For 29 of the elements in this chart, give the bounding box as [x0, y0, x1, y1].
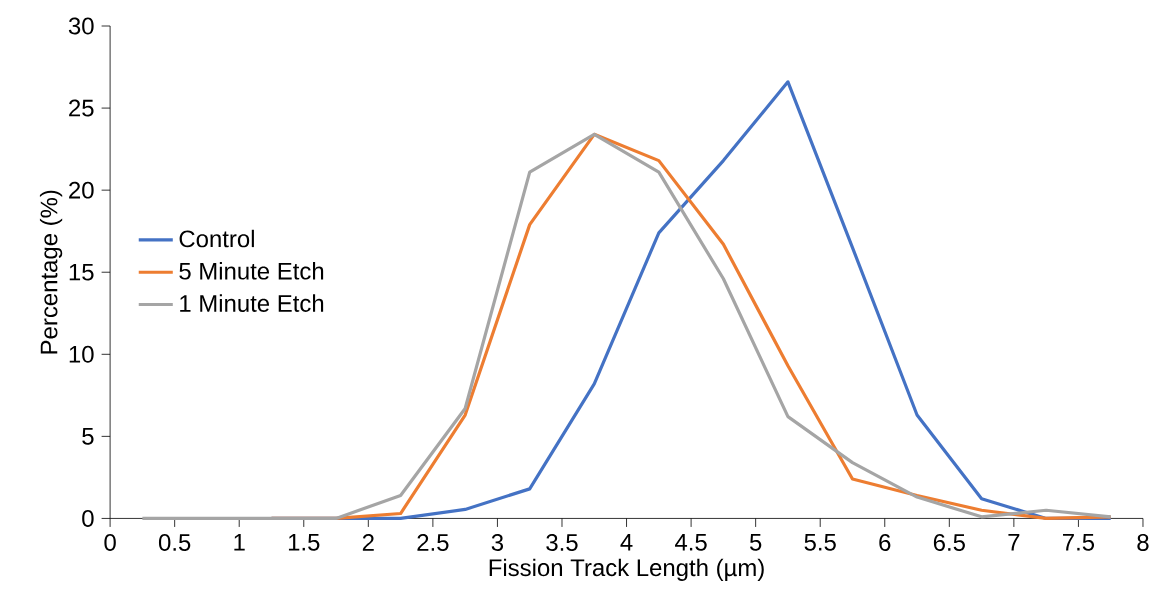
x-tick-label: 5	[749, 534, 762, 551]
x-tick-label: 8	[1137, 534, 1149, 552]
y-tick-label: 0	[82, 510, 94, 528]
x-tick-label: 2	[362, 534, 374, 551]
x-tick-label: 3.5	[546, 534, 578, 552]
legend-label: 5 Minute Etch	[179, 262, 324, 280]
x-tick-label: 6	[879, 534, 891, 552]
x-tick-label: 0	[104, 534, 116, 552]
y-tick-label: 20	[69, 181, 94, 199]
x-tick-label: 0.5	[158, 534, 191, 552]
x-tick-label: 5.5	[804, 534, 836, 551]
x-tick-label: 4	[620, 534, 633, 551]
x-tick-label: 7	[1008, 534, 1020, 551]
legend-label: 1 Minute Etch	[180, 294, 324, 313]
y-tick-label: 10	[69, 346, 94, 363]
x-tick-label: 4.5	[675, 534, 707, 551]
y-tick-label: 30	[68, 17, 94, 35]
x-tick-label: 7.5	[1063, 534, 1095, 551]
x-tick-label: 6.5	[933, 534, 965, 552]
y-tick-label: 15	[69, 264, 94, 281]
x-axis-title: Fission Track Length (µm)	[489, 558, 764, 582]
x-tick-label: 1.5	[288, 534, 320, 551]
y-axis-title: Percentage (%)	[39, 190, 63, 354]
y-tick-label: 5	[82, 428, 94, 445]
y-tick-label: 25	[69, 99, 94, 117]
x-tick-label: 2.5	[417, 534, 449, 552]
x-tick-label: 1	[234, 534, 245, 551]
legend-label: Control	[179, 230, 254, 248]
x-tick-label: 3	[491, 534, 504, 552]
